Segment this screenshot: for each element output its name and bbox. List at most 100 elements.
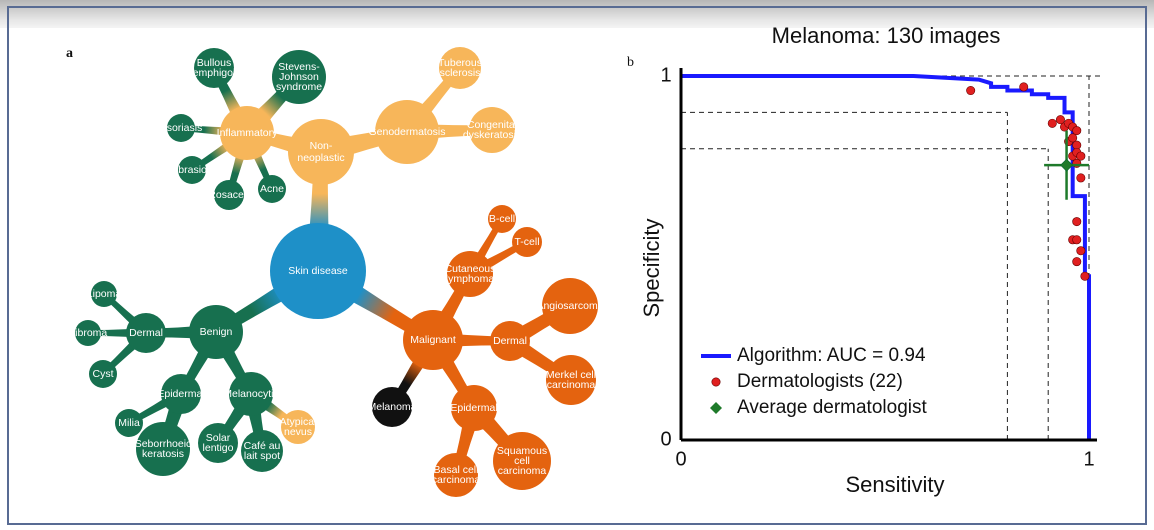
tree-node-label: keratosis xyxy=(142,448,184,460)
x-tick-label: 0 xyxy=(675,448,686,470)
average-dermatologist-marker xyxy=(1060,158,1073,172)
top-toolbar-shadow xyxy=(0,0,1154,28)
tree-node-label: Malignant xyxy=(410,334,456,346)
tree-node-circle xyxy=(258,175,286,203)
tree-node-label: Solar xyxy=(206,432,231,444)
tree-node-ros: Rosacea xyxy=(208,180,250,210)
tree-node-label: lentigo xyxy=(203,442,234,454)
tree-node-label: Angiosarcoma xyxy=(536,300,603,312)
tree-node-label: neoplastic xyxy=(297,152,344,164)
tree-node-inflam: Inflammatory xyxy=(217,106,278,160)
tree-node-label: carcinoma xyxy=(432,474,481,486)
legend-swatch-dermatologists xyxy=(711,377,721,387)
tree-node-label: Melanocytic xyxy=(223,388,278,400)
tree-node-psor: Psoriasis xyxy=(160,114,203,142)
tree-node-label: Bullous xyxy=(197,57,231,69)
panel-a-label: a xyxy=(66,46,73,61)
tree-node-circle xyxy=(372,387,412,427)
y-axis-label: Specificity xyxy=(639,218,664,317)
tree-node-label: Epidermal xyxy=(450,402,497,414)
series-average-dermatologist xyxy=(1044,130,1089,200)
tree-node-label: Acne xyxy=(260,183,284,195)
x-tick-label: 1 xyxy=(1083,448,1094,470)
tree-node-tcell: T-cell xyxy=(512,227,542,257)
dermatologist-point xyxy=(1076,151,1086,161)
tree-node-label: Non- xyxy=(310,140,333,152)
tree-node-circle xyxy=(493,432,551,490)
tree-node-label: Dermal xyxy=(493,335,527,347)
tree-node-label: cell xyxy=(514,455,530,467)
tree-node-label: Epidermal xyxy=(157,388,204,400)
tree-node-label: syndrome xyxy=(276,81,322,93)
tree-node-circle xyxy=(167,114,195,142)
tree-node-skin: Skin disease xyxy=(270,223,366,319)
tree-node-label: sclerosis xyxy=(440,67,481,79)
legend-swatch-average xyxy=(710,402,722,414)
tree-node-circle xyxy=(546,355,596,405)
tree-node-label: Fibroma xyxy=(69,327,108,339)
chart-legend: Algorithm: AUC = 0.94 Dermatologists (22)… xyxy=(701,345,927,418)
tree-node-circle xyxy=(434,453,478,497)
y-tick-label: 0 xyxy=(660,428,671,450)
tree-node-label: Squamous xyxy=(497,445,547,457)
tree-node-label: Genodermatosis xyxy=(368,126,445,138)
tree-node-circle xyxy=(214,180,244,210)
tree-node-circle xyxy=(451,385,497,431)
tree-node-label: Seborrhoeic xyxy=(135,438,192,450)
legend-label: Average dermatologist xyxy=(737,397,927,418)
tree-node-label: Psoriasis xyxy=(160,122,203,134)
legend-label: Algorithm: AUC = 0.94 xyxy=(737,345,926,366)
tree-node-milia: Milia xyxy=(115,409,143,437)
tree-node-label: Melanoma xyxy=(367,401,416,413)
tree-node-label: Café au xyxy=(244,440,281,452)
dermatologist-point xyxy=(1076,246,1086,256)
tree-node-circle xyxy=(375,100,439,164)
dermatologist-point xyxy=(1072,126,1082,136)
tree-node-acne: Acne xyxy=(258,175,286,203)
tree-node-label: Tuberous xyxy=(438,57,482,69)
tree-node-nonneo: Non-neoplastic xyxy=(288,119,354,185)
tree-node-label: carcinoma xyxy=(547,379,596,391)
tree-node-malig: Malignant xyxy=(403,310,463,370)
tree-node-circle xyxy=(189,305,243,359)
tree-node-label: Milia xyxy=(118,417,140,429)
tree-node-circle xyxy=(161,374,201,414)
dermatologist-point xyxy=(1076,173,1086,183)
tree-node-dermalb: Dermal xyxy=(126,313,166,353)
tree-node-circle xyxy=(229,372,273,416)
tree-node-label: Atypical xyxy=(280,416,317,428)
tree-node-label: Cyst xyxy=(93,368,114,380)
tree-node-label: Skin disease xyxy=(288,265,348,277)
tree-node-circle xyxy=(439,47,481,89)
tree-node-circle xyxy=(542,278,598,334)
tree-node-label: dyskeratosis xyxy=(463,129,521,141)
tree-node-circle xyxy=(447,251,493,297)
tree-node-melano: Melanocytic xyxy=(223,372,279,416)
tree-node-circle xyxy=(89,360,117,388)
tree-node-circle xyxy=(194,48,234,88)
tree-node-label: T-cell xyxy=(514,236,539,248)
dermatologist-point xyxy=(966,86,976,96)
dermatologist-point xyxy=(1072,257,1082,267)
tree-node-label: Inflammatory xyxy=(217,127,278,139)
tree-node-circle xyxy=(241,430,283,472)
x-axis-label: Sensitivity xyxy=(845,472,944,497)
dermatologist-point xyxy=(1019,82,1029,92)
tree-node-label: Johnson xyxy=(279,71,319,83)
disease-taxonomy-tree: Skin disease Non-neoplastic Inflammatory Ge… xyxy=(69,47,604,497)
dermatologist-point xyxy=(1047,118,1057,128)
legend-label: Dermatologists (22) xyxy=(737,371,903,392)
tree-node-circle xyxy=(403,310,463,370)
tree-node-circle xyxy=(75,320,101,346)
tree-node-label: Lipoma xyxy=(87,288,122,300)
tree-node-label: carcinoma xyxy=(498,465,547,477)
tree-node-label: Basal cell xyxy=(434,464,479,476)
tree-node-label: nevus xyxy=(284,426,312,438)
tree-nodes: Skin disease Non-neoplastic Inflammatory Ge… xyxy=(69,47,604,497)
tree-node-circle xyxy=(91,281,117,307)
tree-node-circle xyxy=(220,106,274,160)
